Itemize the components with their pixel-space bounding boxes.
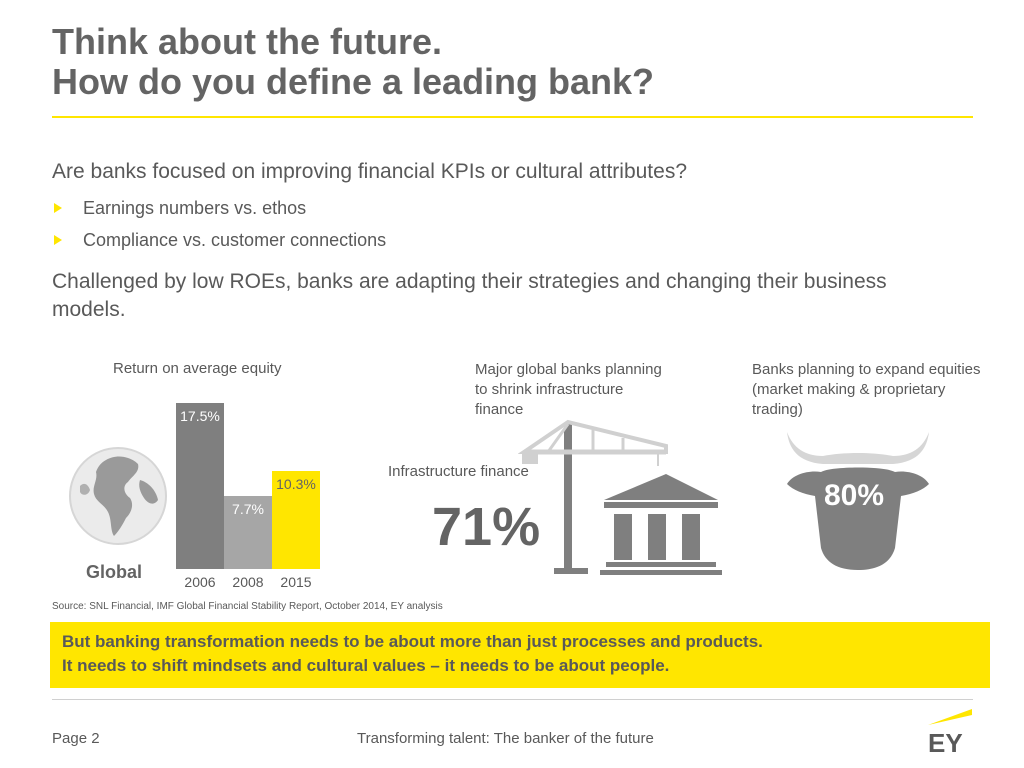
bullet-triangle-icon <box>54 203 62 213</box>
callout-line-2: It needs to shift mindsets and cultural … <box>62 656 670 675</box>
source-note: Source: SNL Financial, IMF Global Financ… <box>52 601 443 612</box>
expand-stat-value: 80% <box>824 479 885 512</box>
page-number: Page 2 <box>52 730 100 747</box>
ey-logo: EY <box>928 709 972 755</box>
globe-icon <box>69 447 167 545</box>
x-tick-label: 2015 <box>280 574 312 590</box>
expand-stat-title: Banks planning to expand equities (marke… <box>752 361 981 418</box>
bullet-triangle-icon <box>54 235 62 245</box>
bullet-list: Earnings numbers vs. ethos Compliance vs… <box>52 196 386 260</box>
challenge-statement: Challenged by low ROEs, banks are adapti… <box>52 270 887 321</box>
shrink-stat-value: 71% <box>432 497 541 557</box>
crane-bank-icon <box>518 419 722 575</box>
bullet-item: Earnings numbers vs. ethos <box>52 196 386 228</box>
bullet-text: Earnings numbers vs. ethos <box>83 198 307 218</box>
kpi-question: Are banks focused on improving financial… <box>52 160 687 183</box>
x-tick-label: 2006 <box>184 574 216 590</box>
bar-value-label: 10.3% <box>276 476 316 492</box>
bar-value-label: 7.7% <box>232 501 264 517</box>
title-line-1: Think about the future. <box>52 21 442 62</box>
shrink-stat-title: Major global banks planning to shrink in… <box>475 361 662 418</box>
bar-value-label: 17.5% <box>180 408 220 424</box>
bullet-text: Compliance vs. customer connections <box>83 230 387 250</box>
region-label: Global <box>86 562 143 582</box>
title-line-2: How do you define a leading bank? <box>52 61 655 102</box>
ey-logo-text: EY <box>928 728 963 755</box>
bar-2015 <box>272 471 320 569</box>
footer-title: Transforming talent: The banker of the f… <box>357 730 654 747</box>
bullet-item: Compliance vs. customer connections <box>52 228 386 260</box>
infrastructure-label: Infrastructure finance <box>388 463 529 480</box>
page-title: Think about the future. How do you defin… <box>52 22 654 102</box>
bar-2008 <box>224 496 272 569</box>
bull-icon <box>787 432 929 570</box>
footer-divider <box>52 699 973 700</box>
x-tick-label: 2008 <box>232 574 264 590</box>
title-divider <box>52 116 973 118</box>
callout-line-1: But banking transformation needs to be a… <box>62 632 763 651</box>
roe-chart-title: Return on average equity <box>113 360 282 377</box>
callout-box: But banking transformation needs to be a… <box>50 622 990 688</box>
bar-2006 <box>176 403 224 569</box>
